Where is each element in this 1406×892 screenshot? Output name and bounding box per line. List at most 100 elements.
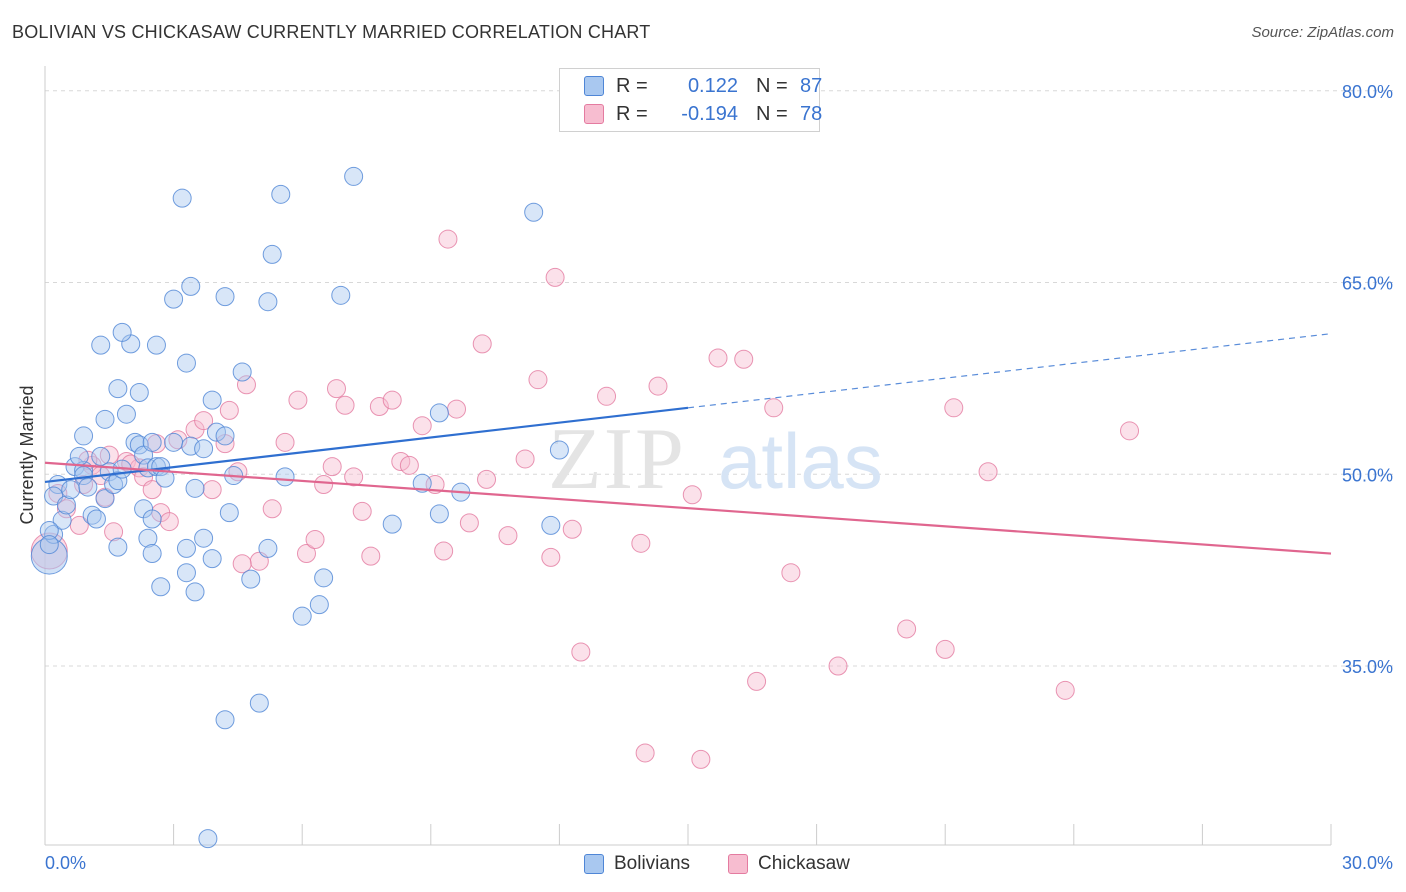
- legend-r-label: R =: [616, 74, 648, 97]
- bolivian-point: [309, 595, 329, 615]
- bolivian-point: [52, 510, 72, 530]
- bolivian-point: [164, 289, 184, 309]
- chickasaw-point: [571, 642, 591, 662]
- bolivian-point: [78, 477, 98, 497]
- chickasaw-point: [631, 533, 651, 553]
- source-label: Source: ZipAtlas.com: [1251, 24, 1394, 41]
- legend-r-value-chickasaw: -0.194: [681, 102, 738, 125]
- chickasaw-point: [562, 519, 582, 539]
- bolivian-point: [232, 362, 252, 382]
- bolivian-point: [39, 521, 59, 541]
- bolivian-point: [258, 292, 278, 312]
- bolivian-point: [331, 285, 351, 305]
- bolivian-point: [95, 489, 115, 509]
- bolivian-point: [56, 495, 76, 515]
- chickasaw-point: [232, 554, 252, 574]
- bolivian-point: [271, 184, 291, 204]
- chickasaw-point: [438, 229, 458, 249]
- chickasaw-point: [682, 485, 702, 505]
- bolivian-point: [215, 710, 235, 730]
- legend-row-bolivians: R = 0.122 N = 87: [584, 73, 822, 99]
- chickasaw-point: [515, 449, 535, 469]
- chickasaw-point: [288, 390, 308, 410]
- series-chickasaw: [30, 229, 1140, 769]
- bolivian-point: [176, 563, 196, 583]
- bolivian-point: [138, 528, 158, 548]
- y-tick-label: 35.0%: [1342, 657, 1393, 677]
- bolivian-point: [202, 549, 222, 569]
- bolivian-point: [262, 244, 282, 264]
- chickasaw-point: [472, 334, 492, 354]
- bolivian-point: [142, 509, 162, 529]
- legend-bottom-swatch-chickasaw: [728, 854, 748, 874]
- legend-r-label: R =: [616, 102, 648, 125]
- bolivian-point: [74, 426, 94, 446]
- legend-label-bolivians: Bolivians: [614, 853, 691, 874]
- watermark-atlas: atlas: [718, 417, 883, 505]
- chickasaw-point: [734, 349, 754, 369]
- bolivian-point: [194, 528, 214, 548]
- y-axis-label: Currently Married: [17, 385, 37, 524]
- chickasaw-point: [219, 400, 239, 420]
- bolivian-point: [215, 426, 235, 446]
- chickasaw-point: [104, 522, 124, 542]
- chickasaw-point: [635, 743, 655, 763]
- bolivian-point: [95, 409, 115, 429]
- chickasaw-point: [708, 348, 728, 368]
- bolivian-point: [116, 404, 136, 424]
- axes: [44, 66, 1332, 846]
- legend-r-value-bolivians: 0.122: [687, 74, 738, 97]
- bolivian-point: [176, 353, 196, 373]
- bolivian-point: [344, 166, 364, 186]
- bolivian-point: [108, 379, 128, 399]
- chickasaw-point: [275, 432, 295, 452]
- y-tick-label: 65.0%: [1342, 274, 1393, 294]
- chickasaw-point: [412, 416, 432, 436]
- trendline-chickasaw: [44, 461, 1332, 555]
- chickasaw-point: [326, 379, 346, 399]
- x-tick-label: 30.0%: [1342, 853, 1393, 873]
- chickasaw-point: [747, 671, 767, 691]
- bolivian-point: [412, 473, 432, 493]
- chickasaw-point: [159, 512, 179, 532]
- legend-item-chickasaw: Chickasaw: [728, 851, 850, 877]
- chickasaw-point: [828, 656, 848, 676]
- chickasaw-point: [764, 398, 784, 418]
- chickasaw-point: [897, 619, 917, 639]
- chickasaw-point: [545, 267, 565, 287]
- bolivian-point: [185, 478, 205, 498]
- bolivian-point: [524, 202, 544, 222]
- legend-stats: R = 0.122 N = 87 R = -0.194 N = 78: [559, 68, 822, 132]
- legend-n-value-bolivians: 87: [800, 74, 823, 97]
- bolivian-point: [194, 439, 214, 459]
- chickasaw-point: [978, 462, 998, 482]
- chickasaw-point: [296, 544, 316, 564]
- bolivian-point: [142, 432, 162, 452]
- bolivian-point: [108, 471, 128, 491]
- bolivian-point: [39, 535, 59, 555]
- chickasaw-point: [498, 526, 518, 546]
- legend-label-chickasaw: Chickasaw: [758, 853, 850, 874]
- bolivian-point: [198, 829, 218, 849]
- bolivian-point: [202, 390, 222, 410]
- bolivian-point: [176, 538, 196, 558]
- y-tick-labels: 35.0% 50.0% 65.0% 80.0%: [1342, 82, 1393, 677]
- bolivian-point: [275, 467, 295, 487]
- chickasaw-point: [477, 469, 497, 489]
- legend-bottom-swatch-bolivians: [584, 854, 604, 874]
- bolivian-point: [215, 287, 235, 307]
- bolivian-point: [258, 538, 278, 558]
- chickasaw-point: [434, 541, 454, 561]
- chickasaw-point: [1120, 421, 1140, 441]
- bolivian-point: [61, 480, 81, 500]
- chickasaw-point: [935, 639, 955, 659]
- chart-title: BOLIVIAN VS CHICKASAW CURRENTLY MARRIED …: [12, 22, 651, 42]
- legend-n-label: N =: [756, 102, 788, 125]
- trendline-bolivians-extension: [687, 333, 1332, 409]
- legend-n-label: N =: [756, 74, 788, 97]
- bolivian-point: [142, 544, 162, 564]
- bolivian-point: [164, 432, 184, 452]
- chickasaw-point: [344, 467, 364, 487]
- x-tick-label: 0.0%: [45, 853, 86, 873]
- series-bolivians: [30, 166, 569, 849]
